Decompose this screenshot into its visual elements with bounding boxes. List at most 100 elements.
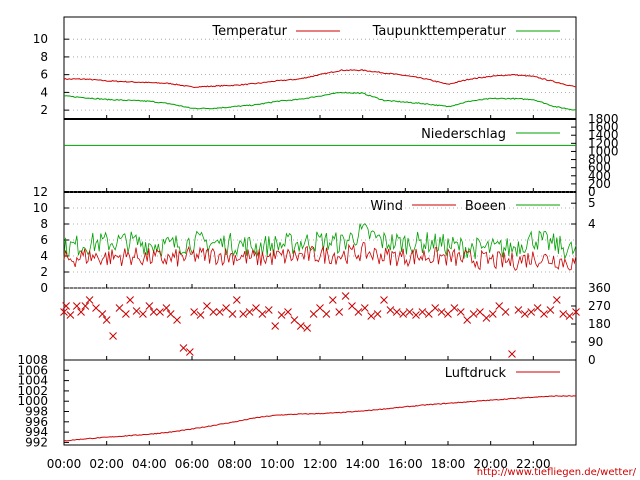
- wind-direction-point: [540, 310, 548, 318]
- wind-direction-point: [162, 304, 171, 312]
- series-line-luftdruck: [63, 395, 577, 442]
- wind-direction-point: [328, 296, 337, 304]
- x-tick-label: 12:00: [303, 457, 338, 471]
- y-tick-label: 10: [33, 201, 48, 215]
- wind-direction-point: [431, 304, 440, 312]
- wind-direction-point: [341, 292, 350, 300]
- wind-direction-point: [482, 314, 491, 322]
- wind-direction-point: [316, 304, 324, 312]
- y-tick-right-label: 800: [588, 153, 611, 167]
- x-tick-label: 00:00: [47, 457, 82, 471]
- chart-marks: 00:00 02:00 04:00 06:00 08:00 10:00 12:00 14:00…: [17, 32, 618, 471]
- wind-direction-point: [392, 308, 401, 316]
- wind-direction-point: [66, 311, 75, 319]
- wind-direction-point: [258, 310, 267, 318]
- wind-direction-point: [514, 306, 523, 314]
- wind-direction-point: [239, 310, 248, 318]
- wind-direction-point: [533, 304, 542, 312]
- wind-direction-point: [209, 308, 218, 316]
- x-tick-label: 10:00: [260, 457, 295, 471]
- y-tick-label: 4: [40, 249, 48, 263]
- wind-direction-point: [456, 308, 465, 316]
- y-tick-right-label: 200: [588, 177, 611, 191]
- legend-temperatur-label: Temperatur: [211, 24, 287, 39]
- wind-direction-point: [284, 308, 292, 316]
- wind-direction-point: [412, 311, 420, 319]
- wind-direction-point: [552, 296, 561, 304]
- wind-direction-point: [309, 310, 318, 318]
- wind-direction-point: [166, 310, 175, 318]
- x-tick-label: 14:00: [345, 457, 380, 471]
- wind-direction-point: [277, 311, 286, 319]
- y-tick-label: 6: [40, 68, 48, 82]
- y-tick-right-label: 270: [588, 299, 611, 313]
- wind-direction-point: [196, 311, 205, 319]
- wind-direction-point: [405, 308, 414, 316]
- source-url: http://www.tiefliegen.de/wetter/: [477, 467, 637, 478]
- y-tick-label: 998: [25, 405, 48, 419]
- wind-direction-point: [85, 296, 94, 304]
- legend-niederschlag-label: Niederschlag: [421, 127, 506, 142]
- y-tick-right-label: 0: [588, 185, 596, 199]
- wind-direction-point: [60, 308, 68, 316]
- y-tick-label: 1004: [17, 374, 48, 388]
- y-tick-right-label: 0: [588, 353, 596, 367]
- y-tick-label: 1008: [17, 353, 48, 367]
- y-tick-right-label: 180: [588, 317, 611, 331]
- x-tick-label: 06:00: [175, 457, 210, 471]
- y-tick-label: 12: [33, 185, 48, 199]
- wind-direction-point: [501, 308, 510, 316]
- y-tick-label: 6: [40, 233, 48, 247]
- wind-direction-point: [173, 316, 181, 324]
- wind-direction-point: [399, 310, 408, 318]
- wind-direction-point: [72, 302, 81, 310]
- wind-direction-point: [322, 310, 331, 318]
- wind-direction-point: [222, 304, 230, 312]
- x-tick-label: 18:00: [431, 457, 466, 471]
- y-tick-right-label: 600: [588, 161, 611, 175]
- y-tick-right-label: 5: [588, 196, 596, 210]
- y-tick-right-label: 1400: [588, 128, 619, 142]
- series-line-taupunkttemperatur: [63, 91, 577, 111]
- wind-direction-point: [290, 316, 299, 324]
- wind-direction-point: [245, 308, 254, 316]
- wind-direction-point: [139, 310, 147, 318]
- y-tick-label: 1000: [17, 394, 48, 408]
- legend-boeen-label: Boeen: [465, 199, 506, 214]
- wind-direction-point: [437, 308, 446, 316]
- x-tick-label: 02:00: [89, 457, 124, 471]
- wind-direction-point: [463, 316, 472, 324]
- y-tick-label: 2: [40, 103, 48, 117]
- series-line-temperatur: [63, 69, 577, 89]
- wind-direction-point: [264, 306, 273, 314]
- wind-direction-point: [126, 296, 134, 304]
- legend-taupunkt-label: Taupunkttemperatur: [372, 24, 507, 39]
- wind-direction-point: [81, 302, 90, 310]
- wind-direction-point: [186, 348, 194, 356]
- legend-luftdruck-label: Luftdruck: [445, 366, 507, 381]
- wind-direction-point: [386, 306, 395, 314]
- wind-direction-point: [469, 310, 478, 318]
- wind-direction-point: [232, 296, 241, 304]
- series-line-wind: [63, 242, 577, 271]
- wind-direction-point: [354, 308, 363, 316]
- wind-direction-point: [476, 308, 484, 316]
- wind-direction-point: [77, 308, 85, 316]
- wind-direction-point: [373, 310, 382, 318]
- wind-direction-point: [367, 312, 376, 320]
- wind-direction-point: [360, 304, 369, 312]
- wind-direction-point: [132, 307, 141, 315]
- wind-direction-point: [418, 308, 427, 316]
- wind-direction-point: [444, 310, 452, 318]
- wind-direction-point: [179, 344, 188, 352]
- wind-direction-point: [145, 302, 154, 310]
- y-tick-label: 10: [33, 32, 48, 46]
- y-tick-label: 996: [25, 415, 48, 429]
- wind-direction-point: [190, 308, 198, 316]
- wind-direction-point: [303, 324, 312, 332]
- wind-direction-point: [109, 332, 117, 340]
- series-line-boeen: [63, 223, 577, 261]
- wind-direction-point: [122, 310, 130, 318]
- wind-direction-point: [424, 310, 433, 318]
